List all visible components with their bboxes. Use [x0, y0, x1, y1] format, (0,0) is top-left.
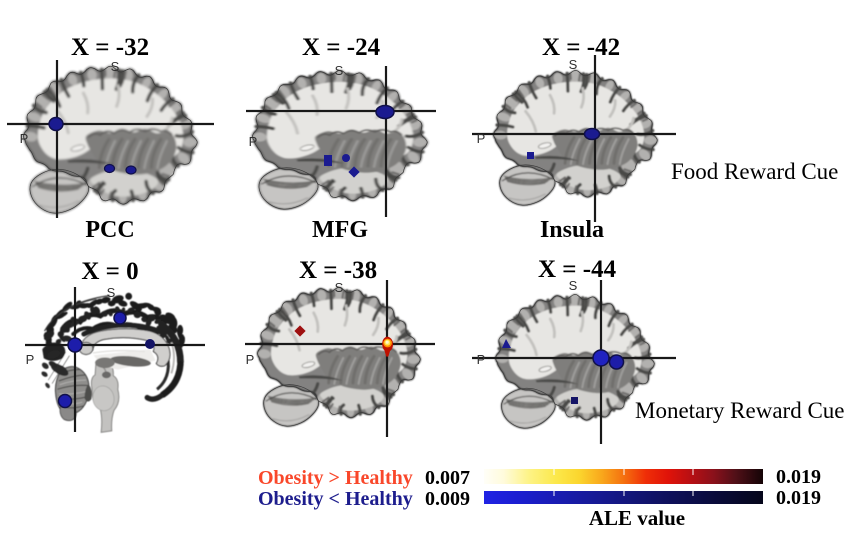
svg-text:0.007: 0.007 — [425, 467, 470, 489]
svg-text:0.009: 0.009 — [425, 488, 470, 510]
svg-text:X = -44: X = -44 — [538, 256, 617, 283]
svg-text:P: P — [246, 352, 255, 367]
svg-text:X = -38: X = -38 — [299, 257, 377, 284]
svg-text:Obesity < Healthy: Obesity < Healthy — [258, 488, 413, 510]
svg-text:S: S — [111, 59, 120, 74]
svg-text:P: P — [477, 131, 486, 146]
svg-text:S: S — [107, 285, 116, 300]
svg-text:Food Reward Cue: Food Reward Cue — [671, 159, 838, 184]
svg-text:X = -42: X = -42 — [542, 34, 620, 61]
svg-text:PCC: PCC — [85, 217, 134, 243]
svg-text:X = -32: X = -32 — [71, 34, 149, 61]
svg-text:ALE value: ALE value — [589, 506, 685, 530]
svg-text:S: S — [335, 63, 344, 78]
svg-text:Obesity > Healthy: Obesity > Healthy — [258, 467, 413, 489]
svg-text:MFG: MFG — [312, 217, 368, 243]
svg-text:P: P — [26, 352, 35, 367]
svg-text:P: P — [477, 352, 486, 367]
svg-text:S: S — [335, 280, 344, 295]
svg-text:X = 0: X = 0 — [81, 258, 138, 285]
svg-text:P: P — [249, 134, 258, 149]
svg-text:X = -24: X = -24 — [302, 34, 381, 61]
svg-text:P: P — [20, 131, 29, 146]
svg-text:0.019: 0.019 — [776, 487, 821, 509]
svg-text:Monetary Reward Cue: Monetary Reward Cue — [635, 398, 845, 423]
svg-text:0.019: 0.019 — [776, 466, 821, 488]
svg-text:S: S — [569, 278, 578, 293]
svg-text:S: S — [569, 57, 578, 72]
svg-text:Insula: Insula — [540, 217, 604, 243]
